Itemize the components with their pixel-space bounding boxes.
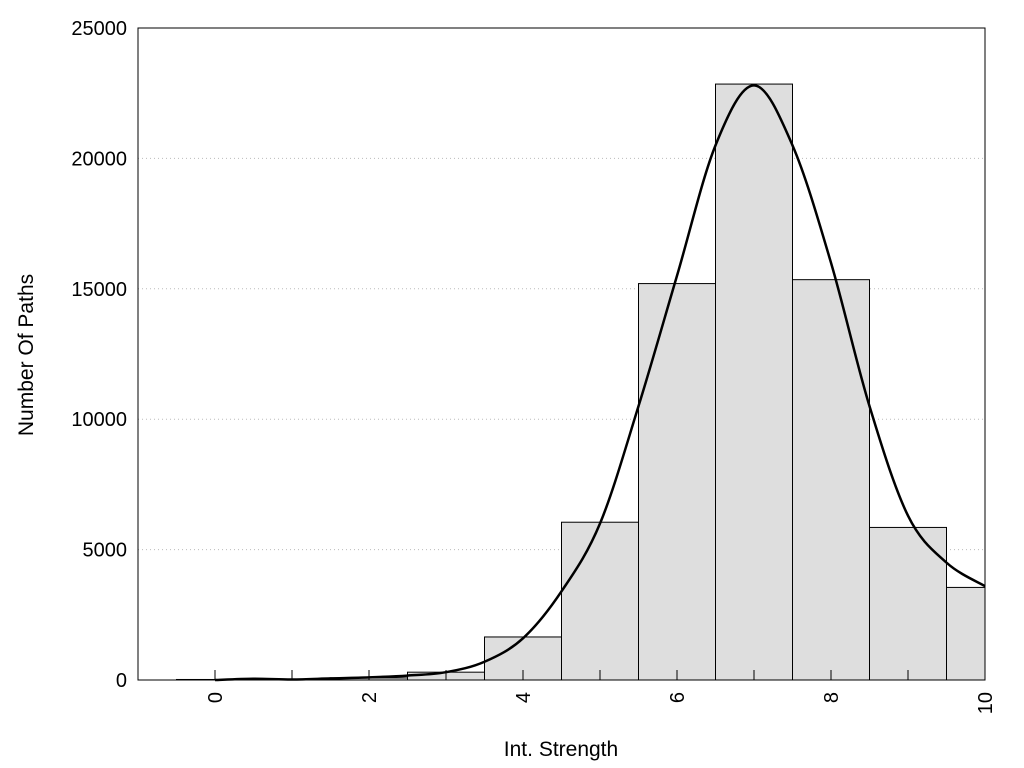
plot-frame bbox=[137, 27, 986, 681]
x-tick-label: 2 bbox=[359, 692, 381, 703]
y-tick-label: 0 bbox=[116, 670, 127, 692]
histogram-bar bbox=[869, 526, 947, 681]
histogram-bar bbox=[792, 279, 870, 681]
histogram-bar bbox=[715, 83, 793, 681]
y-tick-label: 20000 bbox=[71, 148, 127, 170]
y-axis-ticks: 0 5000 10000 15000 20000 25000 bbox=[71, 18, 127, 692]
x-tick-label: 6 bbox=[667, 692, 689, 703]
x-axis-ticks: 0 2 4 6 8 10 bbox=[205, 670, 997, 714]
histogram-bar bbox=[561, 521, 639, 681]
histogram-bars bbox=[176, 83, 986, 681]
histogram-bar bbox=[638, 283, 716, 681]
histogram-bar bbox=[946, 586, 986, 681]
density-curve-layer bbox=[214, 84, 986, 682]
x-tick-label: 8 bbox=[821, 692, 843, 703]
y-tick-label: 15000 bbox=[71, 279, 127, 301]
y-tick-label: 10000 bbox=[71, 409, 127, 431]
y-axis-title: Number Of Paths bbox=[15, 274, 38, 436]
y-tick-label: 25000 bbox=[71, 18, 127, 40]
x-tick-label: 0 bbox=[205, 692, 227, 703]
x-tick-label: 10 bbox=[975, 692, 997, 714]
x-axis-title: Int. Strength bbox=[504, 738, 618, 761]
density-curve bbox=[214, 84, 986, 682]
x-tick-label: 4 bbox=[513, 692, 535, 703]
y-tick-label: 5000 bbox=[83, 540, 128, 562]
